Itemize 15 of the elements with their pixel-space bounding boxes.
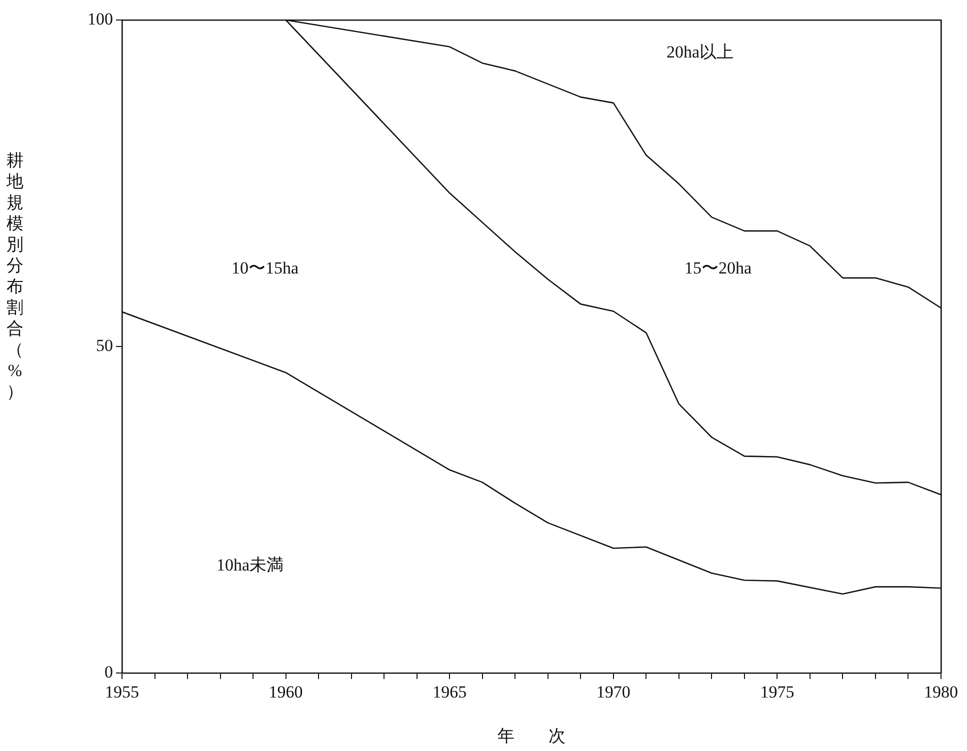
y-tick-label: 100 [88, 9, 113, 28]
annotation: 20ha以上 [666, 42, 734, 64]
x-tick-label: 1970 [596, 682, 630, 702]
annotation: 10ha未満 [216, 554, 284, 576]
annotation: 15〜20ha [684, 258, 752, 280]
x-axis-title: 年 次 [498, 726, 566, 746]
x-tick-label: 1955 [105, 682, 139, 702]
x-tick-label: 1975 [760, 682, 794, 702]
y-tick-label: 0 [104, 662, 113, 682]
annotation: 10〜15ha [231, 258, 299, 280]
x-tick-label: 1965 [432, 682, 467, 702]
x-tick-label: 1980 [924, 682, 958, 702]
y-tick-label: 50 [96, 336, 113, 355]
x-tick-label: 1960 [268, 682, 303, 702]
text: 耕地規模別分布割合（%） [6, 151, 24, 401]
